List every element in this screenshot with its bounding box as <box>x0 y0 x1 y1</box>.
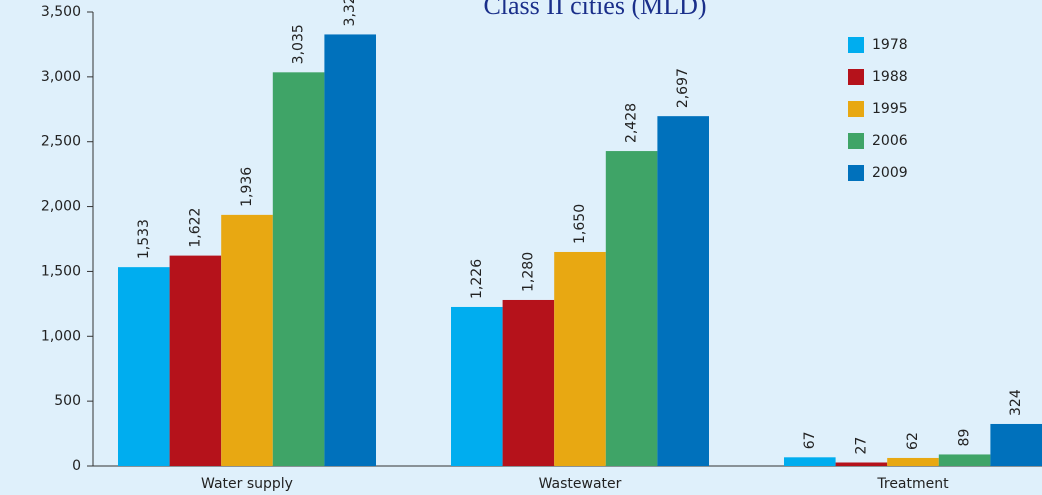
bar <box>657 116 709 466</box>
value-label: 1,936 <box>239 167 255 207</box>
bar <box>221 214 273 466</box>
y-tick-label: 3,500 <box>41 4 81 20</box>
legend-swatch <box>848 101 864 117</box>
bar <box>118 267 170 466</box>
y-tick-label: 2,500 <box>41 134 81 150</box>
legend-swatch <box>848 69 864 85</box>
y-tick-label: 500 <box>54 393 81 409</box>
bar <box>938 454 991 466</box>
bar <box>451 306 503 466</box>
bar <box>887 457 939 466</box>
bar <box>272 72 325 467</box>
value-label: 1,533 <box>136 219 152 259</box>
legend-label: 2009 <box>872 165 908 181</box>
value-label: 67 <box>802 431 818 449</box>
value-label: 3,327 <box>342 0 358 26</box>
value-label: 1,622 <box>187 208 203 248</box>
bar <box>835 462 888 466</box>
value-label: 2,428 <box>624 103 640 143</box>
y-tick-label: 1,500 <box>41 263 81 279</box>
bar <box>554 251 606 466</box>
bar <box>990 423 1042 466</box>
legend-label: 1988 <box>872 69 908 85</box>
y-tick-label: 2,000 <box>41 199 81 215</box>
value-label: 1,280 <box>520 252 536 292</box>
bar <box>324 34 376 466</box>
bar <box>784 457 836 466</box>
bar <box>605 151 658 466</box>
x-tick-label: Water supply <box>201 476 293 492</box>
value-label: 324 <box>1008 389 1024 416</box>
value-label: 1,226 <box>469 259 485 299</box>
y-tick-label: 0 <box>72 458 81 474</box>
bar <box>169 255 222 466</box>
y-tick-label: 1,000 <box>41 328 81 344</box>
bar <box>502 299 555 466</box>
legend-label: 1978 <box>872 37 908 53</box>
legend-label: 2006 <box>872 133 908 149</box>
x-tick-label: Wastewater <box>539 476 622 492</box>
legend-swatch <box>848 133 864 149</box>
value-label: 3,035 <box>291 24 307 64</box>
chart-title: Class II cities (MLD) <box>483 0 706 20</box>
y-tick-label: 3,000 <box>41 69 81 85</box>
value-label: 2,697 <box>675 68 691 108</box>
legend-swatch <box>848 165 864 181</box>
value-label: 1,650 <box>572 204 588 244</box>
legend-swatch <box>848 37 864 53</box>
x-tick-label: Treatment <box>876 476 949 492</box>
value-label: 27 <box>853 437 869 455</box>
value-label: 62 <box>905 432 921 450</box>
legend-label: 1995 <box>872 101 908 117</box>
value-label: 89 <box>957 429 973 447</box>
